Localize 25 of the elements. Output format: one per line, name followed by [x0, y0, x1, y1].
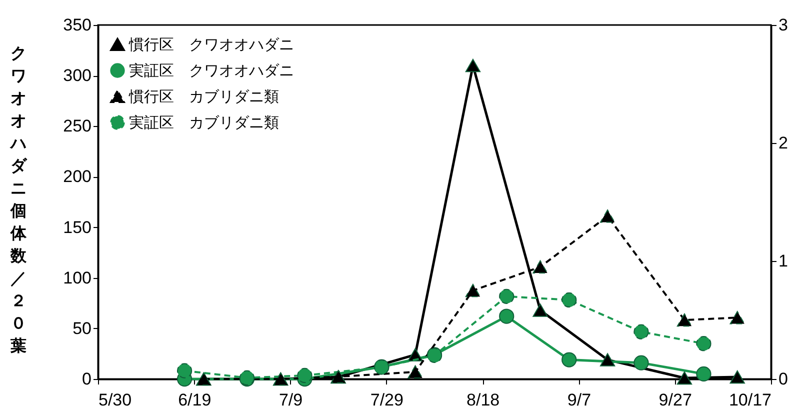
y-tick-label: 0	[82, 370, 92, 388]
x-tick-label: 7/9	[278, 390, 303, 410]
y-tick-label: 100	[63, 268, 92, 288]
x-tick-label: 6/19	[178, 390, 212, 410]
x-tick-label: 9/7	[567, 390, 592, 410]
x-tick-label: 7/29	[370, 390, 404, 410]
y-tick-label: 250	[63, 116, 92, 136]
y-tick-label: 50	[72, 318, 92, 338]
x-tick-label: 10/17	[728, 390, 772, 410]
y-tick-label: 350	[63, 16, 92, 34]
y2-tick-label: 0	[778, 370, 788, 388]
x-tick-label: 9/27	[658, 390, 692, 410]
y-tick-label: 200	[63, 167, 92, 186]
legend-label: 慣行区 クワオオハダニ	[128, 36, 294, 54]
y-tick-label: 150	[63, 218, 92, 237]
x-tick-label: 8/18	[466, 390, 500, 410]
x-tick-label: 5/30	[98, 390, 132, 410]
legend-label: 慣行区 カブリダニ類	[128, 88, 279, 106]
y2-tick-label: 1	[778, 252, 788, 270]
y2-tick-label: 2	[778, 134, 788, 152]
legend-label: 実証区 クワオオハダニ	[129, 62, 294, 80]
text: クワオオハダニ個体数／２０葉	[10, 46, 26, 355]
y2-tick-label: 3	[778, 16, 788, 34]
legend-label: 実証区 カブリダニ類	[129, 114, 279, 132]
y-tick-label: 300	[63, 66, 92, 86]
